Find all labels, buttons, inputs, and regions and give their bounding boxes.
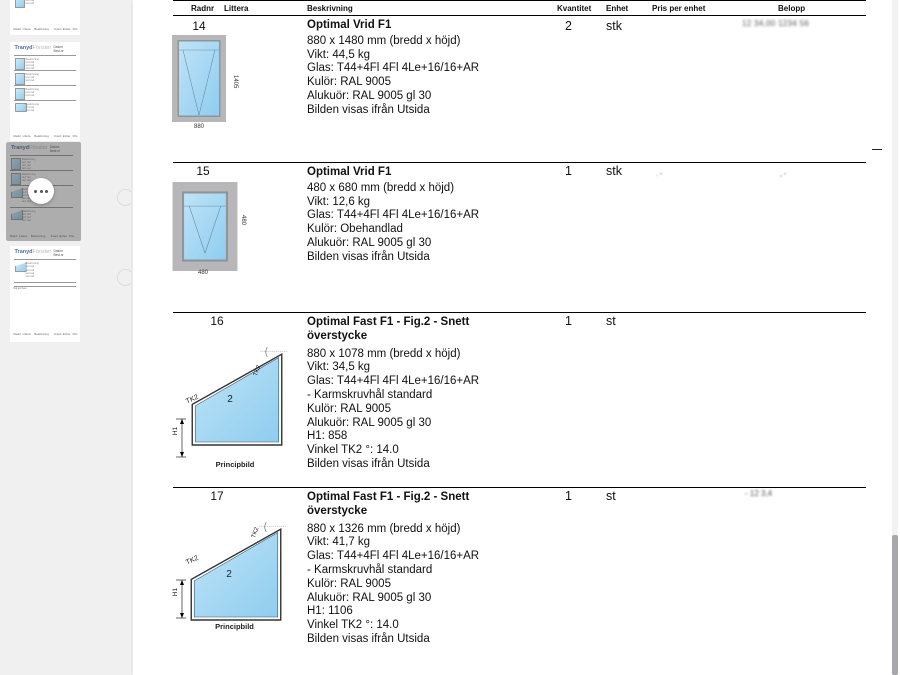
svg-text:H1: H1 xyxy=(172,587,179,596)
svg-text:2: 2 xyxy=(227,394,233,405)
svg-text:2: 2 xyxy=(226,569,232,580)
svg-text:H1: H1 xyxy=(172,426,179,435)
